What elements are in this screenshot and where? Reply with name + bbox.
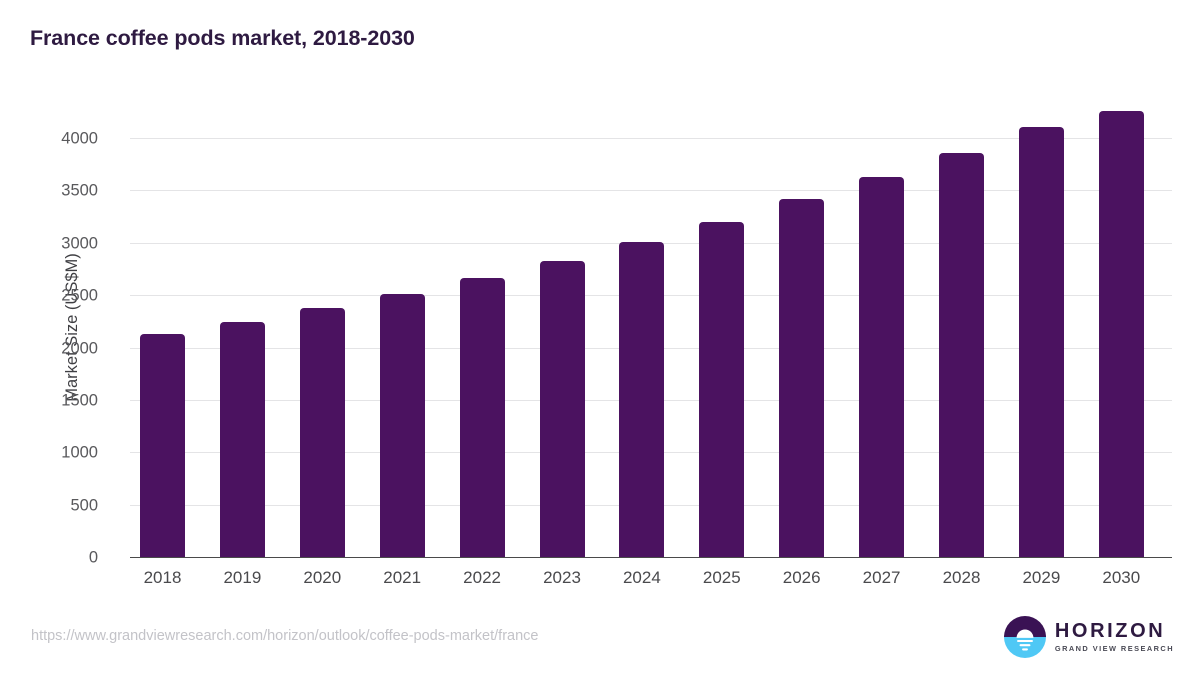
page-title: France coffee pods market, 2018-2030 <box>30 26 415 50</box>
bar[interactable] <box>219 322 265 558</box>
logo-tagline: GRAND VIEW RESEARCH <box>1054 644 1174 654</box>
x-axis-tick-label: 2024 <box>622 568 661 587</box>
plot-area <box>130 97 1172 558</box>
source-url[interactable]: https://www.grandviewresearch.com/horizo… <box>31 628 539 644</box>
horizon-circle-icon <box>1003 616 1046 658</box>
y-axis-tick-label: 2000 <box>61 339 98 357</box>
y-axis-tick-label: 1500 <box>61 391 98 410</box>
bar[interactable] <box>140 334 185 558</box>
x-axis-tick-label: 2025 <box>702 568 741 587</box>
gridline <box>130 138 1172 139</box>
logo-wordmark: HORIZON <box>1054 620 1166 643</box>
bar[interactable] <box>1098 110 1144 558</box>
bar[interactable] <box>779 199 825 558</box>
x-axis-tick-label: 2021 <box>383 568 422 587</box>
bar[interactable] <box>299 308 345 558</box>
bar[interactable] <box>859 176 905 558</box>
y-axis-tick-label: 3000 <box>61 234 98 253</box>
bar[interactable] <box>619 242 665 558</box>
brand-logo[interactable]: HORIZON GRAND VIEW RESEARCH <box>1003 616 1174 658</box>
x-axis-tick-label: 2030 <box>1102 568 1141 587</box>
x-axis-tick-label: 2022 <box>463 568 501 587</box>
x-axis-tick-label: 2020 <box>303 568 342 587</box>
y-axis-tick-label: 500 <box>70 496 98 515</box>
x-axis-tick-label: 2023 <box>543 568 581 587</box>
y-axis-tick-label: 4000 <box>61 129 98 148</box>
logo-text: HORIZON GRAND VIEW RESEARCH <box>1055 621 1174 652</box>
x-axis-tick-label: 2029 <box>1022 568 1061 587</box>
x-axis-tick-label: 2027 <box>862 568 901 587</box>
y-axis-tick-label: 1000 <box>61 443 98 462</box>
bar[interactable] <box>1018 127 1064 558</box>
y-axis-tick-labels: 0 500 1000 1500 2000 2500 3000 3500 4000 <box>0 97 118 567</box>
bar[interactable] <box>379 293 425 558</box>
x-axis-tick-label: 2028 <box>942 568 981 587</box>
bar[interactable] <box>539 261 585 558</box>
x-axis-tick-label: 2018 <box>143 568 182 587</box>
bar[interactable] <box>699 221 745 558</box>
x-axis-tick-label: 2019 <box>223 568 262 587</box>
y-axis-tick-label: 0 <box>88 548 98 567</box>
bar[interactable] <box>939 152 984 558</box>
gridline <box>130 190 1172 192</box>
y-axis-tick-label: 3500 <box>61 181 98 200</box>
bar[interactable] <box>459 277 505 558</box>
x-axis-line <box>130 556 1172 558</box>
x-axis-tick-label: 2026 <box>782 568 821 587</box>
y-axis-tick-label: 2500 <box>61 286 98 305</box>
